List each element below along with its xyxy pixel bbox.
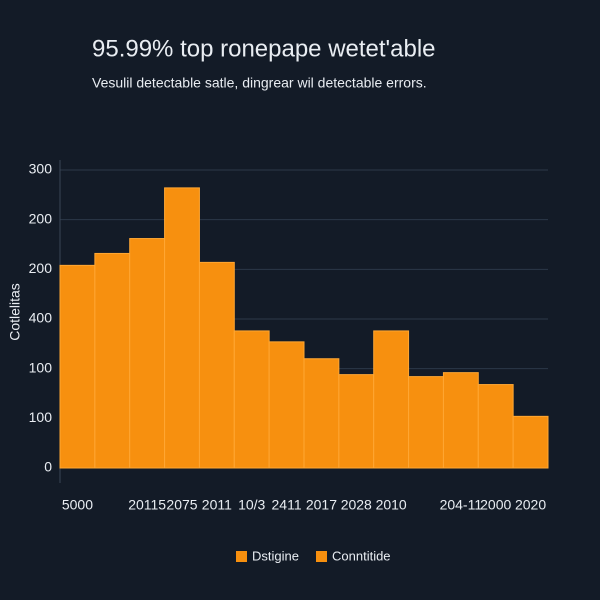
- x-tick-label: 2011: [202, 497, 232, 513]
- x-tick-label: 2000: [480, 497, 511, 513]
- x-tick-label: 2411: [272, 497, 302, 513]
- x-tick-label: 204-11: [440, 497, 483, 513]
- y-tick-label: 200: [29, 260, 53, 276]
- y-axis-label: Cotlelitas: [7, 283, 23, 341]
- x-tick-label: 2028: [341, 497, 372, 513]
- bar: [442, 372, 479, 469]
- bar: [94, 252, 131, 469]
- chart-subtitle: Vesulil detectable satle, dingrear wil d…: [92, 75, 427, 91]
- chart-title: 95.99% top ronepape wetet'able: [92, 35, 436, 62]
- bar: [477, 384, 514, 469]
- bar: [129, 238, 166, 469]
- legend-label: Conntitide: [332, 548, 391, 563]
- legend-swatch: [236, 551, 247, 562]
- bar: [408, 376, 444, 469]
- x-tick-label: 2010: [376, 497, 407, 513]
- bar: [233, 330, 270, 469]
- x-tick-label: 10/3: [238, 497, 265, 513]
- y-tick-label: 300: [29, 161, 53, 177]
- legend-label: Dstigine: [252, 548, 299, 563]
- bar: [268, 341, 305, 469]
- y-tick-label: 100: [29, 359, 53, 375]
- x-tick-label: 5000: [62, 497, 93, 513]
- x-tick-label: 20115: [128, 497, 166, 513]
- y-tick-label: 0: [44, 459, 52, 475]
- bar: [373, 330, 410, 469]
- bar: [198, 261, 235, 469]
- y-tick-label: 100: [29, 409, 53, 425]
- bar: [164, 187, 200, 469]
- x-tick-label: 2017: [306, 497, 337, 513]
- bar: [59, 264, 96, 469]
- legend-swatch: [316, 551, 327, 562]
- bar: [338, 374, 375, 469]
- bar: [512, 415, 549, 469]
- x-tick-label: 2020: [515, 497, 546, 513]
- y-tick-label: 200: [29, 210, 53, 226]
- y-tick-label: 400: [29, 310, 53, 326]
- x-tick-label: 2075: [166, 497, 197, 513]
- bar: [303, 358, 340, 469]
